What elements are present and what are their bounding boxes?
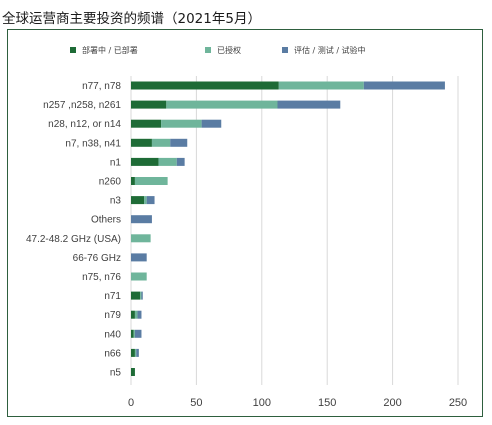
bar-segment-series-3 xyxy=(170,138,188,147)
bar-segment-series-1 xyxy=(131,157,159,166)
bar-segment-series-3 xyxy=(136,348,139,357)
chart-frame xyxy=(7,29,483,417)
bar-segment-series-1 xyxy=(131,291,141,300)
bar-segment-series-2 xyxy=(134,348,137,357)
bar-segment-series-2 xyxy=(151,138,171,147)
category-label: n77, n78 xyxy=(82,81,121,92)
category-label: n260 xyxy=(99,177,122,188)
bar-segment-series-1 xyxy=(131,177,135,185)
bars xyxy=(131,81,445,376)
legend-label-series-2: 已授权 xyxy=(217,45,241,55)
bar-segment-series-3 xyxy=(277,100,341,109)
legend-swatch-series-3 xyxy=(282,47,288,53)
bar-segment-series-2 xyxy=(144,196,147,205)
bar-segment-series-3 xyxy=(134,329,142,338)
category-label: n3 xyxy=(110,196,122,207)
bar-segment-series-2 xyxy=(133,329,135,338)
bar-segment-series-3 xyxy=(141,291,143,300)
category-label: n5 xyxy=(110,368,122,379)
bar-segment-series-2 xyxy=(134,177,168,185)
x-tick-label-100: 100 xyxy=(253,397,271,409)
category-label: Others xyxy=(91,215,121,226)
bar-segment-series-1 xyxy=(131,138,152,147)
x-tick-label-150: 150 xyxy=(318,397,336,409)
bar-segment-series-3 xyxy=(146,196,155,205)
legend-swatch-series-2 xyxy=(205,47,211,53)
bar-segment-series-1 xyxy=(131,368,135,376)
bar-segment-series-3 xyxy=(137,310,142,319)
legend: 部署中 / 已部署 已授权 评估 / 测试 / 试验中 xyxy=(70,45,366,55)
legend-swatch-series-1 xyxy=(70,47,76,53)
bar-segment-series-1 xyxy=(131,81,279,90)
bar-segment-series-2 xyxy=(140,291,142,300)
x-tick-labels: 0 50 100 150 200 250 xyxy=(128,397,467,409)
bar-segment-series-1 xyxy=(131,196,145,205)
bar-segment-series-2 xyxy=(131,234,151,243)
bar-segment-series-3 xyxy=(131,253,147,262)
category-label: n79 xyxy=(104,310,121,321)
bar-segment-series-2 xyxy=(131,272,147,281)
bar-segment-series-1 xyxy=(131,100,167,109)
x-tick-label-200: 200 xyxy=(383,397,401,409)
bar-segment-series-2 xyxy=(166,100,278,109)
category-label: n257 ,n258, n261 xyxy=(43,100,121,111)
category-label: 66-76 GHz xyxy=(73,253,121,264)
category-label: n66 xyxy=(104,348,121,359)
category-labels: n77, n78 n257 ,n258, n261 n28, n12, or n14… xyxy=(26,81,121,379)
bar-segment-series-3 xyxy=(131,215,152,224)
bar-segment-series-1 xyxy=(131,310,135,319)
legend-label-series-1: 部署中 / 已部署 xyxy=(82,45,138,55)
category-label: n7, n38, n41 xyxy=(65,138,121,149)
bar-segment-series-2 xyxy=(158,157,177,166)
bar-segment-series-3 xyxy=(176,157,185,166)
bar-segment-series-2 xyxy=(134,310,138,319)
bar-segment-series-3 xyxy=(201,119,222,128)
bar-segment-series-1 xyxy=(131,119,162,128)
category-label: n71 xyxy=(104,291,121,302)
bar-segment-series-1 xyxy=(131,329,134,338)
bar-segment-series-2 xyxy=(278,81,364,90)
x-tick-label-0: 0 xyxy=(128,397,134,409)
bar-segment-series-1 xyxy=(131,348,135,357)
x-tick-label-250: 250 xyxy=(449,397,467,409)
x-tick-label-50: 50 xyxy=(190,397,202,409)
category-label: n40 xyxy=(104,329,121,340)
category-label: n75, n76 xyxy=(82,272,121,283)
legend-label-series-3: 评估 / 测试 / 试验中 xyxy=(294,45,366,55)
bar-segment-series-3 xyxy=(363,81,445,90)
category-label: n1 xyxy=(110,157,122,168)
bar-segment-series-2 xyxy=(161,119,202,128)
chart-title: 全球运营商主要投资的频谱（2021年5月） xyxy=(2,11,261,27)
category-label: 47.2-48.2 GHz (USA) xyxy=(26,234,121,245)
category-label: n28, n12, or n14 xyxy=(48,119,121,130)
